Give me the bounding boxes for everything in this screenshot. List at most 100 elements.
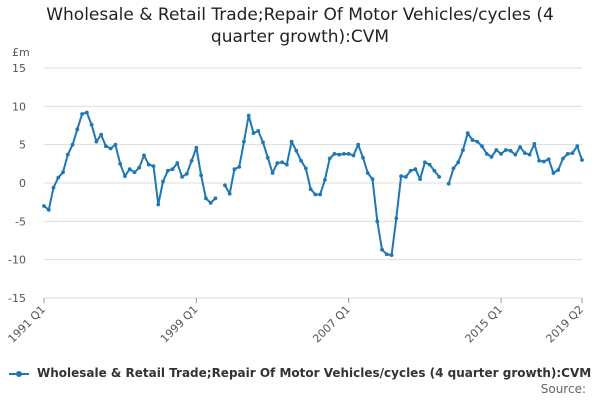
data-point: [232, 167, 237, 172]
data-point: [89, 122, 94, 127]
data-point: [294, 148, 299, 153]
data-point: [199, 173, 204, 178]
x-tick-label: 2019 Q2: [544, 303, 587, 346]
data-point: [489, 155, 494, 159]
data-point: [237, 165, 242, 169]
data-point: [446, 181, 451, 186]
data-point: [123, 174, 127, 179]
data-point: [51, 185, 56, 190]
data-point: [465, 131, 470, 136]
data-point: [551, 171, 556, 175]
data-point: [308, 187, 313, 192]
data-point: [323, 178, 327, 182]
data-point: [399, 174, 403, 179]
series-line: [43, 111, 583, 257]
y-tick-label: 15: [12, 62, 26, 75]
data-point: [84, 110, 89, 115]
y-tick-label: -10: [8, 254, 26, 267]
data-point: [270, 171, 275, 175]
data-point: [46, 207, 51, 212]
data-point: [261, 140, 265, 145]
data-point: [437, 174, 442, 179]
data-point: [365, 171, 370, 175]
data-point: [108, 146, 113, 151]
source-label: Source:: [540, 382, 586, 396]
data-point: [203, 196, 208, 201]
data-point: [513, 152, 518, 157]
data-point: [213, 196, 218, 201]
data-point: [580, 158, 584, 162]
data-point: [56, 175, 61, 180]
data-point: [370, 177, 375, 182]
data-point: [113, 142, 118, 147]
data-point: [118, 161, 123, 166]
data-point: [194, 145, 199, 150]
data-point: [318, 192, 323, 197]
data-point: [427, 162, 432, 167]
y-tick-label: 0: [19, 177, 26, 190]
data-point: [180, 174, 184, 179]
data-point: [275, 161, 280, 165]
data-point: [542, 159, 546, 164]
data-point: [94, 139, 99, 144]
data-point: [127, 167, 132, 172]
chart-title-line-2: quarter growth):CVM: [210, 27, 390, 47]
data-point: [561, 156, 565, 161]
data-point: [503, 148, 508, 152]
data-point: [537, 158, 542, 163]
data-point: [508, 148, 513, 153]
data-point: [422, 160, 427, 165]
data-point: [42, 204, 46, 208]
data-point: [70, 142, 75, 147]
data-point: [170, 167, 175, 172]
y-tick-label: 5: [19, 139, 26, 152]
data-point: [408, 168, 413, 173]
x-tick-label: 1991 Q1: [6, 303, 49, 346]
data-point: [142, 153, 146, 158]
data-point: [518, 145, 523, 149]
data-point: [132, 170, 137, 175]
data-point: [251, 131, 256, 136]
data-point: [303, 166, 308, 171]
data-point: [532, 142, 537, 146]
data-point: [499, 151, 503, 156]
data-point: [527, 152, 532, 157]
data-point: [246, 113, 251, 118]
data-point: [342, 151, 346, 156]
legend-swatch: [8, 370, 29, 377]
data-point: [570, 151, 575, 156]
chart-title: Wholesale & Retail Trade;Repair Of Motor…: [0, 4, 600, 48]
data-point: [242, 139, 246, 144]
legend-label: Wholesale & Retail Trade;Repair Of Motor…: [36, 366, 592, 380]
data-point: [99, 132, 104, 137]
data-point: [327, 156, 332, 161]
data-point: [394, 216, 399, 221]
legend[interactable]: Wholesale & Retail Trade;Repair Of Motor…: [0, 366, 600, 380]
data-point: [165, 168, 170, 173]
x-tick-label: 2015 Q1: [463, 303, 506, 346]
data-point: [480, 144, 484, 149]
data-point: [184, 171, 189, 176]
data-point: [413, 167, 418, 172]
data-point: [227, 191, 232, 196]
data-point: [256, 128, 261, 133]
data-point: [403, 174, 408, 179]
data-point: [151, 164, 156, 169]
y-tick-label: -15: [8, 292, 26, 305]
data-point: [156, 202, 161, 207]
data-point: [375, 219, 380, 224]
data-point: [565, 151, 570, 156]
data-point: [470, 138, 475, 142]
data-point: [189, 158, 194, 163]
x-tick-label: 2007 Q1: [310, 303, 353, 346]
y-axis-unit: £m: [12, 46, 30, 59]
data-point: [346, 151, 351, 156]
data-point: [361, 155, 365, 160]
x-tick-label: 1999 Q1: [158, 303, 201, 346]
data-point: [80, 112, 84, 116]
data-point: [175, 161, 180, 165]
data-point: [494, 148, 499, 152]
data-point: [313, 192, 318, 197]
data-point: [456, 160, 461, 165]
